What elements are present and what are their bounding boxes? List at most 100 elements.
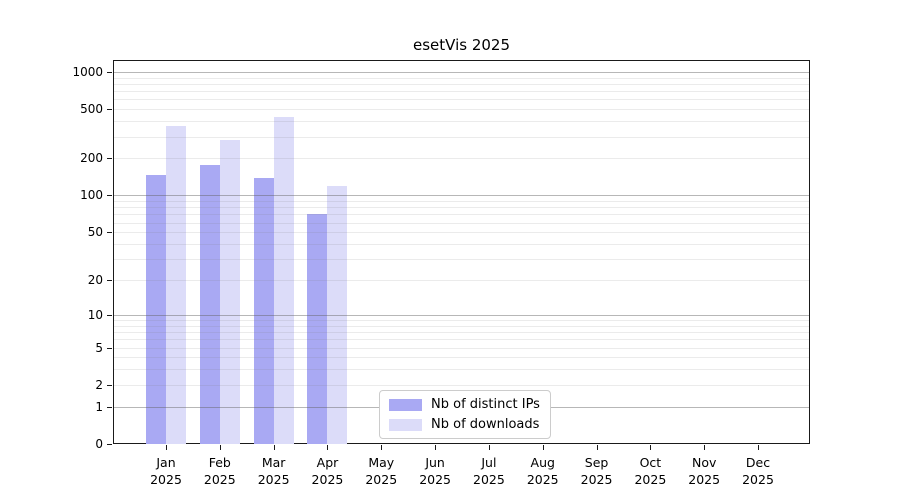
x-tick-mark-dec: [758, 445, 760, 450]
legend: Nb of distinct IPs Nb of downloads: [379, 390, 551, 439]
gridline-200: [114, 158, 809, 160]
gridline-400: [114, 121, 809, 123]
gridline-4: [114, 357, 809, 359]
x-tick-label-nov: Nov 2025: [674, 454, 734, 488]
y-tick-mark-10: [107, 314, 112, 316]
bar-jan-distinct-ips: [146, 175, 166, 444]
bar-mar-downloads: [273, 116, 294, 444]
x-tick-year: 2025: [634, 472, 667, 487]
x-tick-year: 2025: [526, 472, 559, 487]
gridline-60: [114, 222, 809, 224]
x-tick-month: Dec: [745, 455, 771, 470]
y-tick-mark-5: [107, 347, 112, 349]
legend-swatch-distinct-ips: [389, 398, 422, 411]
x-tick-year: 2025: [365, 472, 398, 487]
gridline-500: [114, 109, 809, 111]
gridline-3: [114, 369, 809, 371]
y-tick-mark-1000: [107, 71, 112, 73]
x-tick-year: 2025: [580, 472, 613, 487]
legend-row-distinct-ips: Nb of distinct IPs: [389, 397, 540, 412]
x-tick-month: May: [368, 455, 395, 470]
gridline-10: [114, 314, 809, 316]
x-tick-year: 2025: [419, 472, 451, 487]
x-tick-mark-sep: [596, 445, 598, 450]
gridline-20: [114, 280, 809, 282]
x-tick-month: Oct: [639, 455, 662, 470]
x-tick-month: Feb: [208, 455, 231, 470]
chart-title: esetVis 2025: [412, 36, 510, 54]
x-tick-month: Nov: [691, 455, 717, 470]
gridline-900: [114, 77, 809, 79]
x-tick-mark-mar: [273, 445, 275, 450]
x-tick-year: 2025: [742, 472, 774, 487]
legend-row-downloads: Nb of downloads: [389, 417, 540, 432]
y-tick-mark-200: [107, 158, 112, 160]
x-tick-year: 2025: [203, 472, 236, 487]
y-tick-mark-20: [107, 280, 112, 282]
y-tick-label-200: 200: [80, 151, 103, 166]
x-tick-month: Sep: [584, 455, 609, 470]
x-tick-mark-oct: [650, 445, 652, 450]
legend-swatch-downloads: [389, 418, 422, 431]
gridline-5: [114, 347, 809, 349]
gridline-80: [114, 207, 809, 209]
y-tick-label-0: 0: [95, 437, 103, 451]
gridline-8: [114, 325, 809, 327]
y-tick-label-5: 5: [95, 340, 103, 355]
y-tick-mark-50: [107, 232, 112, 234]
bar-jan-downloads: [166, 126, 186, 444]
gridline-6: [114, 339, 809, 341]
gridline-9: [114, 320, 809, 321]
y-tick-label-50: 50: [87, 225, 103, 240]
x-tick-year: 2025: [311, 472, 344, 487]
gridline-1000: [114, 71, 809, 73]
gridline-50: [114, 232, 809, 234]
plot-area: [113, 60, 810, 444]
x-tick-mark-nov: [704, 445, 706, 450]
x-tick-mark-aug: [542, 445, 544, 450]
x-tick-year: 2025: [150, 472, 182, 487]
x-tick-month: Jul: [481, 455, 497, 470]
y-tick-label-500: 500: [80, 102, 103, 117]
gridline-40: [114, 244, 809, 245]
x-tick-label-feb: Feb 2025: [190, 454, 250, 488]
y-tick-mark-2: [107, 384, 112, 386]
bar-mar-distinct-ips: [253, 177, 274, 444]
gridline-600: [114, 99, 809, 101]
x-tick-label-jun: Jun 2025: [405, 454, 465, 488]
gridline-300: [114, 136, 809, 138]
gridline-7: [114, 332, 809, 334]
x-tick-label-sep: Sep 2025: [567, 454, 627, 488]
gridline-90: [114, 201, 809, 203]
bar-apr-distinct-ips: [307, 213, 328, 444]
x-tick-label-jan: Jan 2025: [136, 454, 196, 488]
gridline-70: [114, 214, 809, 216]
x-tick-month: Mar: [261, 455, 286, 470]
x-tick-label-may: May 2025: [351, 454, 411, 488]
x-tick-label-jul: Jul 2025: [459, 454, 519, 488]
y-tick-mark-100: [107, 195, 112, 197]
x-tick-mark-may: [381, 445, 383, 450]
bar-feb-distinct-ips: [199, 164, 220, 444]
y-tick-mark-0: [107, 444, 112, 445]
y-tick-label-100: 100: [80, 188, 103, 203]
x-tick-label-dec: Dec 2025: [728, 454, 788, 488]
gridline-30: [114, 259, 809, 261]
y-tick-mark-1: [107, 406, 112, 408]
y-tick-label-2: 2: [95, 377, 103, 392]
x-tick-year: 2025: [257, 472, 290, 487]
gridline-800: [114, 83, 809, 85]
x-tick-label-mar: Mar 2025: [244, 454, 304, 488]
x-tick-mark-jun: [435, 445, 437, 450]
bar-feb-downloads: [219, 139, 240, 444]
y-tick-label-10: 10: [87, 307, 103, 322]
x-tick-mark-jan: [166, 445, 167, 450]
x-tick-month: Apr: [316, 455, 339, 470]
x-tick-year: 2025: [688, 472, 721, 487]
x-tick-mark-jul: [488, 445, 490, 450]
bar-apr-downloads: [327, 185, 348, 444]
x-tick-label-oct: Oct 2025: [620, 454, 680, 488]
gridline-700: [114, 91, 809, 93]
x-tick-month: Jan: [156, 455, 176, 470]
